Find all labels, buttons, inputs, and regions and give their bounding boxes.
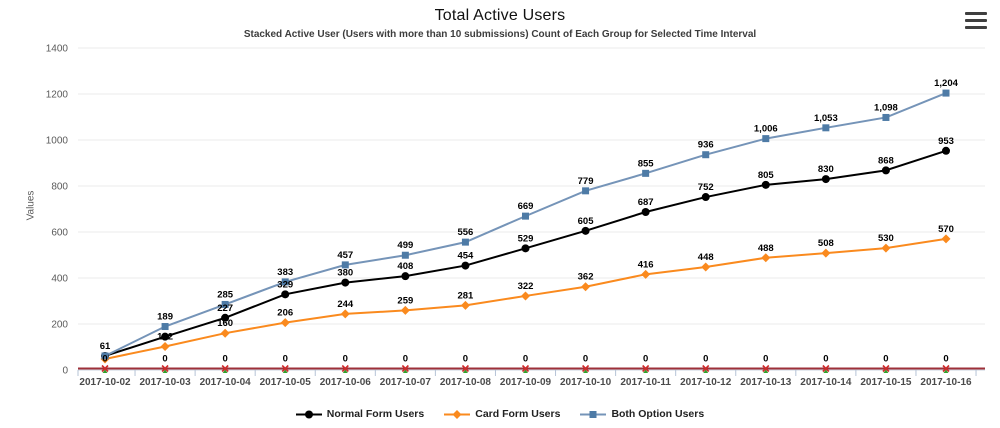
hamburger-menu-icon xyxy=(965,12,987,16)
svg-text:0: 0 xyxy=(162,354,167,365)
svg-text:454: 454 xyxy=(457,251,474,262)
svg-text:0: 0 xyxy=(883,354,888,365)
svg-text:2017-10-14: 2017-10-14 xyxy=(800,377,852,388)
svg-text:160: 160 xyxy=(217,318,233,329)
svg-text:227: 227 xyxy=(217,303,233,314)
svg-text:61: 61 xyxy=(100,341,111,352)
svg-text:416: 416 xyxy=(638,259,654,270)
svg-text:408: 408 xyxy=(397,261,413,272)
svg-text:0: 0 xyxy=(523,354,528,365)
svg-text:2017-10-08: 2017-10-08 xyxy=(440,377,492,388)
svg-text:448: 448 xyxy=(698,252,714,263)
svg-text:2017-10-03: 2017-10-03 xyxy=(139,377,191,388)
svg-text:2017-10-09: 2017-10-09 xyxy=(500,377,552,388)
svg-text:329: 329 xyxy=(277,279,293,290)
legend: Normal Form Users Card Form Users Both Opt… xyxy=(0,408,1000,420)
svg-text:2017-10-02: 2017-10-02 xyxy=(79,377,131,388)
svg-text:281: 281 xyxy=(457,290,474,301)
svg-text:779: 779 xyxy=(578,176,594,187)
svg-text:1,098: 1,098 xyxy=(874,102,898,113)
svg-text:2017-10-11: 2017-10-11 xyxy=(620,377,671,388)
legend-label: Card Form Users xyxy=(475,408,561,420)
legend-marker-icon xyxy=(444,409,471,419)
svg-text:362: 362 xyxy=(578,272,594,283)
svg-text:400: 400 xyxy=(51,274,68,285)
svg-text:508: 508 xyxy=(818,238,834,249)
legend-marker-icon xyxy=(295,410,322,418)
svg-text:669: 669 xyxy=(518,201,534,212)
svg-text:530: 530 xyxy=(878,233,894,244)
svg-text:0: 0 xyxy=(583,354,588,365)
legend-label: Both Option Users xyxy=(611,408,705,420)
svg-text:244: 244 xyxy=(337,299,354,310)
legend-item-normal-form-users[interactable]: Normal Form Users xyxy=(295,408,425,420)
svg-text:0: 0 xyxy=(343,354,348,365)
svg-text:499: 499 xyxy=(397,240,413,251)
svg-text:189: 189 xyxy=(157,312,173,323)
svg-text:0: 0 xyxy=(823,354,828,365)
svg-text:2017-10-10: 2017-10-10 xyxy=(560,377,612,388)
svg-text:556: 556 xyxy=(457,227,473,238)
svg-text:2017-10-06: 2017-10-06 xyxy=(320,377,372,388)
legend-item-both-option-users[interactable]: Both Option Users xyxy=(580,408,704,420)
svg-text:605: 605 xyxy=(578,216,595,227)
svg-text:529: 529 xyxy=(518,233,534,244)
svg-text:855: 855 xyxy=(638,158,655,169)
svg-text:380: 380 xyxy=(337,268,353,279)
svg-text:1400: 1400 xyxy=(46,44,69,55)
chart-subtitle: Stacked Active User (Users with more tha… xyxy=(243,29,757,40)
svg-text:570: 570 xyxy=(938,224,954,235)
svg-text:285: 285 xyxy=(217,289,234,300)
svg-text:0: 0 xyxy=(62,366,68,377)
legend-item-card-form-users[interactable]: Card Form Users xyxy=(444,408,560,420)
svg-text:2017-10-05: 2017-10-05 xyxy=(260,377,312,388)
svg-text:0: 0 xyxy=(102,354,107,365)
svg-text:868: 868 xyxy=(878,155,894,166)
svg-text:0: 0 xyxy=(403,354,408,365)
svg-text:830: 830 xyxy=(818,164,834,175)
svg-text:2017-10-04: 2017-10-04 xyxy=(200,377,252,388)
svg-text:2017-10-16: 2017-10-16 xyxy=(920,377,972,388)
svg-text:0: 0 xyxy=(943,354,948,365)
svg-text:687: 687 xyxy=(638,197,654,208)
svg-text:200: 200 xyxy=(51,320,68,331)
svg-text:0: 0 xyxy=(643,354,648,365)
svg-text:0: 0 xyxy=(283,354,288,365)
svg-text:1000: 1000 xyxy=(46,136,69,147)
svg-text:383: 383 xyxy=(277,267,293,278)
chart-menu-button[interactable] xyxy=(965,12,987,29)
svg-text:2017-10-15: 2017-10-15 xyxy=(860,377,912,388)
svg-text:600: 600 xyxy=(51,228,68,239)
svg-text:800: 800 xyxy=(51,182,68,193)
svg-text:2017-10-12: 2017-10-12 xyxy=(680,377,732,388)
svg-text:0: 0 xyxy=(463,354,468,365)
svg-text:0: 0 xyxy=(703,354,708,365)
svg-text:488: 488 xyxy=(758,243,774,254)
chart-title: Total Active Users xyxy=(434,7,566,24)
svg-text:953: 953 xyxy=(938,136,954,147)
svg-text:752: 752 xyxy=(698,182,714,193)
svg-text:206: 206 xyxy=(277,308,293,319)
svg-text:259: 259 xyxy=(397,295,413,306)
svg-text:1,053: 1,053 xyxy=(814,113,838,124)
legend-marker-icon xyxy=(580,410,607,418)
svg-text:2017-10-07: 2017-10-07 xyxy=(380,377,432,388)
svg-text:457: 457 xyxy=(337,250,353,261)
svg-text:102: 102 xyxy=(157,332,173,343)
svg-text:0: 0 xyxy=(222,354,227,365)
svg-text:0: 0 xyxy=(763,354,768,365)
svg-text:2017-10-13: 2017-10-13 xyxy=(740,377,792,388)
svg-text:805: 805 xyxy=(758,170,775,181)
legend-label: Normal Form Users xyxy=(326,408,425,420)
svg-text:936: 936 xyxy=(698,140,714,151)
svg-text:322: 322 xyxy=(518,281,534,292)
svg-text:1,204: 1,204 xyxy=(934,78,958,89)
svg-text:1,006: 1,006 xyxy=(754,124,778,135)
svg-text:1200: 1200 xyxy=(46,90,69,101)
